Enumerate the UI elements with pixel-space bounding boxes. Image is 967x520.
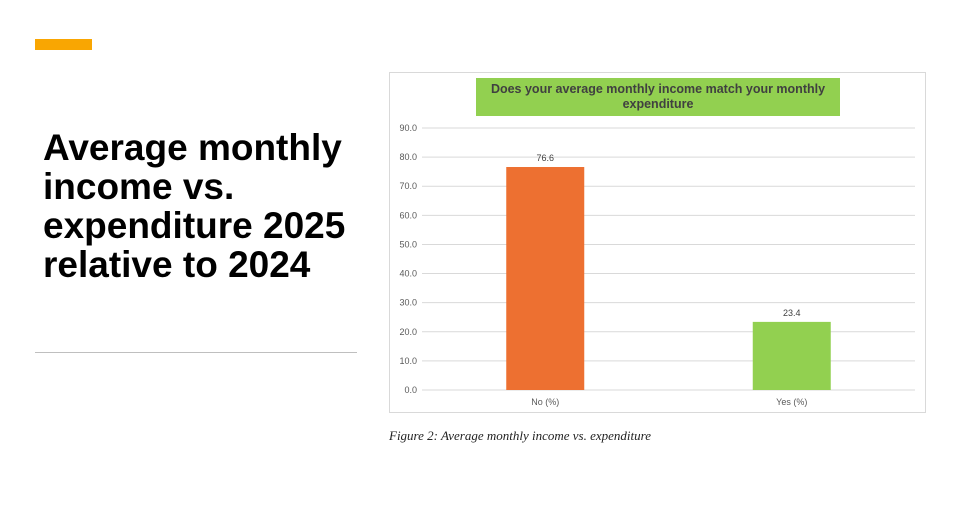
chart-frame	[389, 72, 926, 413]
figure-caption: Figure 2: Average monthly income vs. exp…	[389, 428, 651, 443]
y-tick-label: 50.0	[399, 239, 417, 249]
y-tick-label: 30.0	[399, 298, 417, 308]
y-tick-label: 70.0	[399, 181, 417, 191]
bar-no	[506, 167, 585, 390]
y-tick-label: 90.0	[399, 123, 417, 133]
bar-chart: 0.0 10.0 20.0 30.0 40.0 50.0 60.0 70.0 80.0 90.0 7…	[399, 123, 915, 407]
y-tick-label: 10.0	[399, 356, 417, 366]
bar-yes	[752, 321, 831, 390]
y-tick-label: 60.0	[399, 210, 417, 220]
y-tick-label: 0.0	[404, 385, 417, 395]
accent-bar	[35, 39, 92, 50]
y-tick-label: 80.0	[399, 152, 417, 162]
title-divider	[35, 352, 357, 353]
data-label: 76.6	[536, 153, 554, 163]
slide-title: Average monthly income vs. expenditure 2…	[43, 127, 346, 285]
y-tick-label: 20.0	[399, 327, 417, 337]
data-label: 23.4	[783, 308, 801, 318]
x-tick-label: No (%)	[531, 397, 559, 407]
x-tick-label: Yes (%)	[776, 397, 807, 407]
chart-title: Does your average monthly income match y…	[476, 78, 840, 116]
y-tick-label: 40.0	[399, 269, 417, 279]
